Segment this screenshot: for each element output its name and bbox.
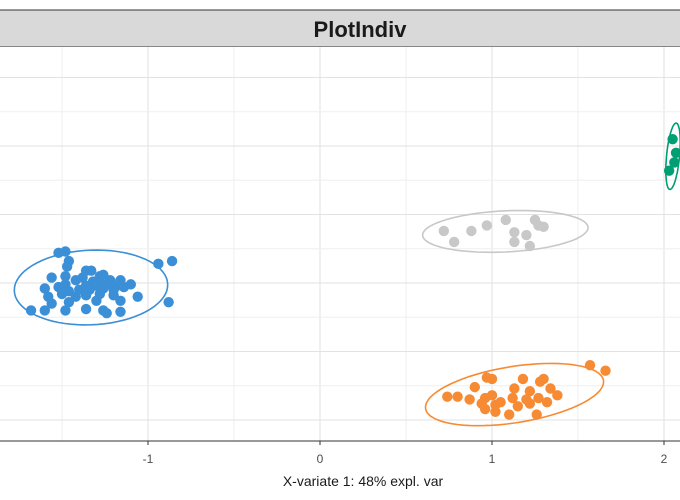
- x-tick-label: 1: [489, 452, 496, 466]
- data-point: [670, 147, 680, 159]
- data-point: [534, 376, 546, 387]
- confidence-ellipse: [13, 249, 169, 326]
- x-axis-title: X-variate 1: 48% expl. var: [283, 473, 444, 489]
- data-point: [60, 305, 71, 316]
- strip-background: [0, 9, 680, 48]
- data-point: [507, 392, 518, 404]
- data-point: [509, 236, 520, 248]
- data-point: [524, 386, 536, 397]
- data-point: [60, 246, 71, 257]
- x-tick-label: -1: [143, 452, 154, 466]
- data-point: [667, 133, 678, 145]
- data-point: [512, 401, 523, 412]
- data-point: [61, 261, 73, 272]
- data-point: [153, 258, 164, 270]
- data-point: [490, 406, 501, 417]
- data-point: [39, 283, 50, 294]
- data-point: [80, 290, 92, 301]
- x-tick-label: 0: [317, 452, 324, 466]
- data-point: [584, 360, 596, 371]
- data-point: [442, 391, 453, 402]
- data-point: [524, 240, 536, 252]
- data-point: [46, 298, 57, 309]
- data-point: [509, 227, 520, 238]
- data-point: [538, 221, 549, 233]
- data-point: [60, 270, 71, 282]
- data-point: [163, 296, 174, 308]
- data-point: [115, 295, 126, 307]
- data-point: [481, 220, 493, 231]
- data-point: [86, 265, 97, 276]
- data-point: [541, 396, 553, 408]
- data-point: [91, 295, 102, 307]
- data-point: [448, 236, 460, 248]
- data-point: [663, 165, 675, 176]
- confidence-ellipse: [424, 362, 605, 427]
- data-point: [504, 409, 515, 420]
- data-point: [469, 381, 480, 393]
- data-point: [46, 272, 57, 283]
- data-point: [80, 303, 92, 315]
- data-point: [521, 229, 532, 241]
- data-point: [495, 396, 506, 408]
- data-point: [101, 307, 112, 319]
- data-point: [39, 305, 50, 316]
- data-point: [600, 365, 611, 376]
- panel-background: [0, 47, 680, 441]
- data-point: [517, 373, 529, 385]
- chart-title: PlotIndiv: [314, 17, 408, 42]
- data-point: [531, 409, 542, 420]
- data-point: [132, 291, 143, 302]
- data-point: [486, 390, 498, 401]
- data-point: [118, 281, 130, 293]
- data-point: [545, 383, 556, 394]
- data-point: [524, 398, 536, 409]
- data-point: [438, 225, 450, 237]
- data-point: [466, 225, 477, 237]
- data-point: [669, 157, 680, 168]
- data-point: [509, 383, 520, 394]
- data-point: [479, 403, 491, 415]
- data-point: [115, 306, 126, 317]
- data-point: [500, 214, 511, 226]
- points-layer: [25, 133, 680, 420]
- ellipse-layer: [13, 122, 680, 427]
- x-tick-label: 2: [661, 452, 668, 466]
- confidence-ellipse: [421, 209, 589, 254]
- data-point: [63, 296, 75, 308]
- data-point: [533, 392, 544, 404]
- data-point: [56, 288, 68, 300]
- data-point: [552, 390, 563, 401]
- data-point: [25, 305, 37, 316]
- data-point: [464, 394, 475, 405]
- data-point: [166, 255, 178, 267]
- data-point: [70, 275, 81, 286]
- tick-layer: -1 0 1 2: [143, 441, 668, 466]
- data-point: [452, 391, 463, 402]
- data-point: [486, 373, 498, 385]
